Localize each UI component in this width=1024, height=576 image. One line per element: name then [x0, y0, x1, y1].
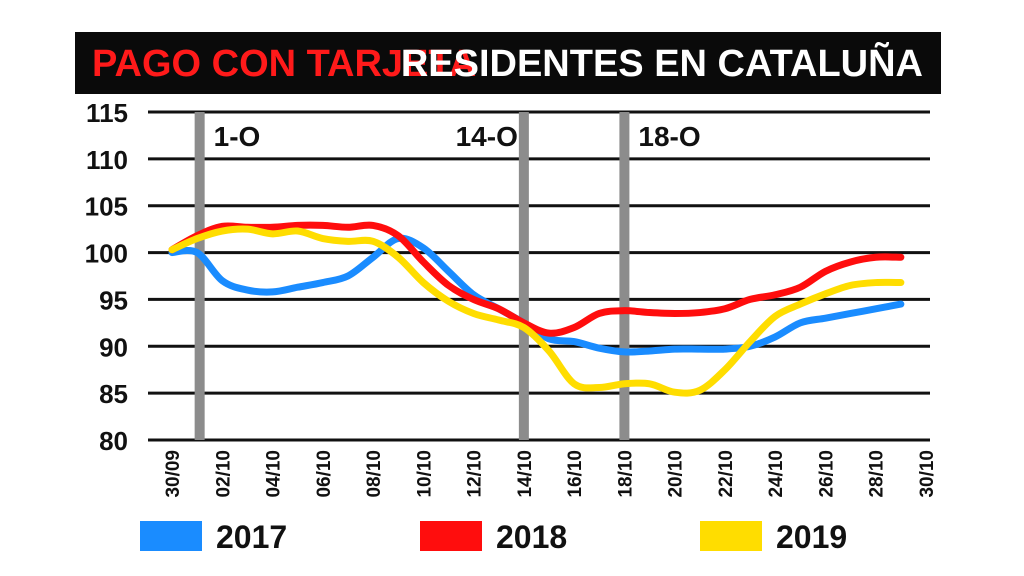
chart-title-part1: PAGO CON TARJETA	[92, 43, 476, 85]
event-marker-line	[518, 112, 529, 440]
x-tick-label: 14/10	[515, 450, 536, 498]
event-label: 18-O	[638, 121, 700, 152]
legend-label-2017: 2017	[216, 519, 287, 555]
grid-lines	[148, 110, 930, 442]
chart-title-part2: RESIDENTES EN CATALUÑA	[401, 41, 923, 85]
legend-swatch-2019	[700, 521, 762, 551]
y-tick-label: 115	[86, 98, 128, 128]
x-tick-label: 18/10	[615, 450, 636, 498]
y-tick-label: 90	[99, 332, 128, 362]
x-tick-label: 24/10	[766, 450, 787, 498]
legend-swatch-2018	[420, 521, 482, 551]
x-tick-label: 30/10	[917, 450, 938, 498]
title-banner	[75, 32, 941, 94]
x-tick-label: 04/10	[264, 450, 285, 498]
y-tick-label: 110	[86, 145, 128, 175]
y-tick-label: 100	[85, 239, 128, 269]
x-tick-label: 08/10	[364, 450, 385, 498]
y-tick-label: 95	[99, 285, 128, 315]
x-tick-label: 10/10	[414, 450, 435, 498]
series-line-2018	[168, 221, 905, 337]
x-tick-label: 20/10	[666, 450, 687, 498]
series-lines	[168, 221, 905, 397]
y-axis-ticks: 80 85 90 95 100 105 110 115	[85, 98, 128, 456]
event-label: 14-O	[456, 121, 518, 152]
event-markers: 1-O 14-O 18-O	[194, 112, 701, 440]
x-axis-ticks: 30/09 02/10 04/10 06/10 08/10 10/10 12/10 14/10…	[163, 450, 938, 498]
x-tick-label: 12/10	[465, 450, 486, 498]
x-tick-label: 30/09	[163, 450, 184, 498]
event-marker-line	[194, 112, 205, 440]
y-tick-label: 80	[99, 426, 128, 456]
x-tick-label: 28/10	[867, 450, 888, 498]
y-tick-label: 105	[85, 192, 128, 222]
series-line-2019	[168, 225, 905, 397]
event-marker-line	[619, 112, 630, 440]
y-tick-label: 85	[99, 379, 128, 409]
x-tick-label: 26/10	[816, 450, 837, 498]
legend-swatch-2017	[140, 521, 202, 551]
x-tick-label: 02/10	[213, 450, 234, 498]
legend-label-2018: 2018	[496, 519, 567, 555]
legend-label-2019: 2019	[776, 519, 847, 555]
event-label: 1-O	[214, 121, 261, 152]
x-tick-label: 22/10	[716, 450, 737, 498]
x-tick-label: 16/10	[565, 450, 586, 498]
legend: 2017 2018 2019	[140, 519, 847, 555]
x-tick-label: 06/10	[314, 450, 335, 498]
